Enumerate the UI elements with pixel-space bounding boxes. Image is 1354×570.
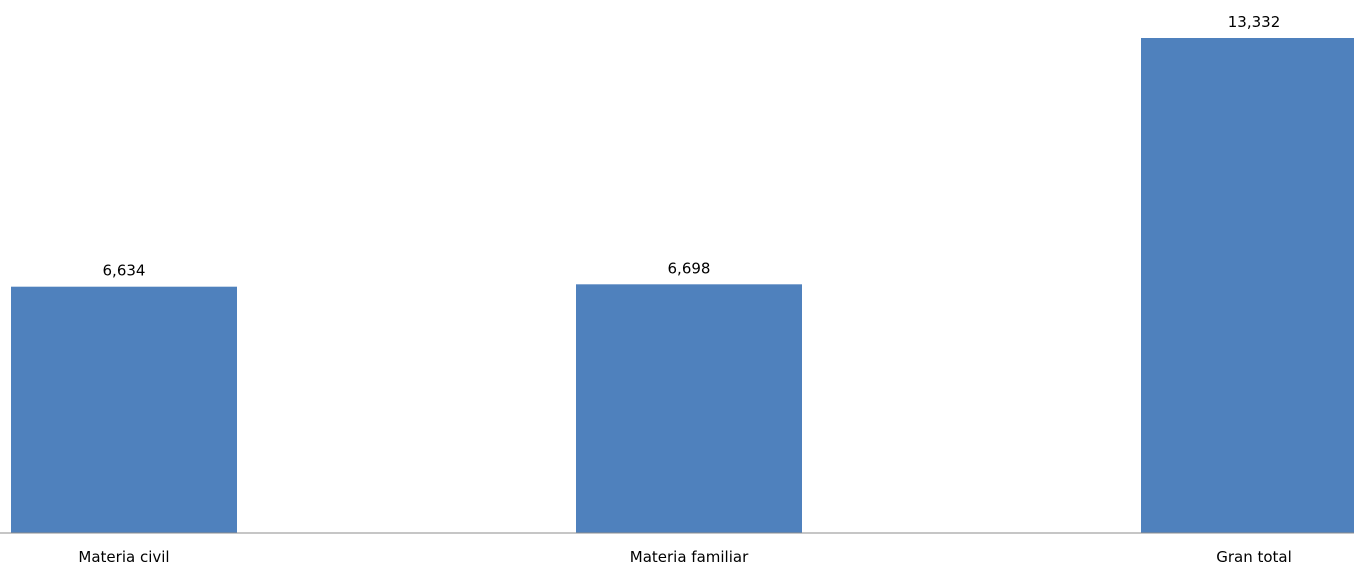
bar-2 — [1141, 38, 1354, 533]
bar-0 — [11, 286, 237, 533]
data-label-0: 6,634 — [103, 262, 146, 280]
x-tick-label-2: Gran total — [1216, 548, 1292, 566]
x-tick-labels-group: Materia civil Materia familiar Gran total — [78, 548, 1291, 566]
x-tick-label-1: Materia familiar — [630, 548, 749, 566]
data-label-2: 13,332 — [1228, 13, 1281, 31]
x-tick-label-0: Materia civil — [78, 548, 169, 566]
bar-1 — [576, 284, 802, 533]
data-label-1: 6,698 — [668, 259, 711, 277]
bars-group — [11, 38, 1354, 533]
data-labels-group: 6,634 6,698 13,332 — [103, 13, 1281, 280]
